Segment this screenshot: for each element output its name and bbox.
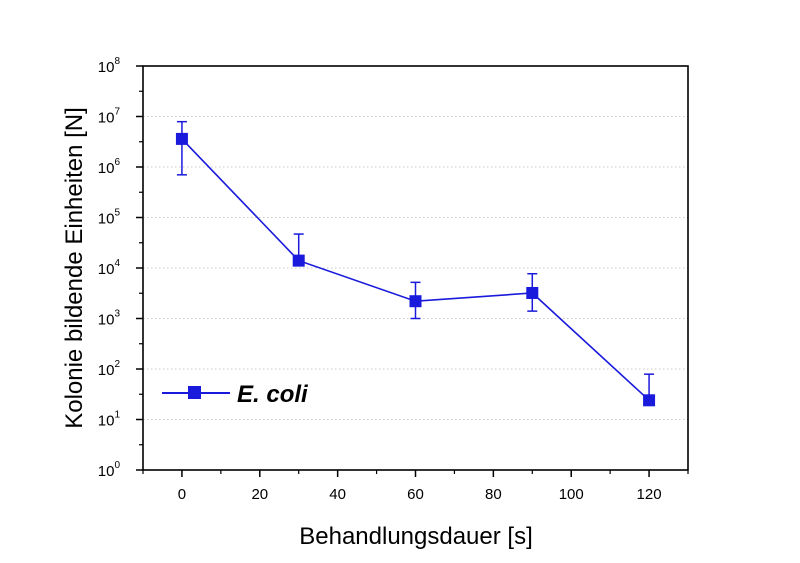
series-e-coli xyxy=(175,120,656,407)
x-tick-label: 80 xyxy=(485,486,502,503)
y-tick-label: 105 xyxy=(98,208,121,228)
x-tick-label: 60 xyxy=(407,486,424,503)
grid-lines xyxy=(143,116,688,420)
x-tick-label: 120 xyxy=(637,486,662,503)
y-tick-label: 103 xyxy=(98,309,121,329)
y-tick-labels: 100 101 102 103 104 105 106 107 108 xyxy=(98,56,121,480)
legend: E. coli xyxy=(162,381,309,408)
y-axis-label: Kolonie bildende Einheiten [N] xyxy=(61,107,88,429)
legend-marker xyxy=(188,386,201,399)
y-tick-label: 100 xyxy=(98,460,121,480)
y-tick-label: 102 xyxy=(98,359,121,379)
x-tick-label: 0 xyxy=(178,486,186,503)
x-tick-label: 40 xyxy=(329,486,346,503)
y-tick-label: 108 xyxy=(98,56,121,76)
x-axis-label: Behandlungsdauer [s] xyxy=(299,523,533,550)
data-point xyxy=(292,254,305,267)
data-point xyxy=(526,286,539,299)
y-tick-label: 106 xyxy=(98,157,121,177)
y-tick-label: 101 xyxy=(98,410,121,430)
data-point xyxy=(175,132,188,145)
axis-ticks xyxy=(136,65,689,477)
y-tick-label: 104 xyxy=(98,258,121,278)
x-tick-labels: 0 20 40 60 80 100 120 xyxy=(178,486,662,503)
data-point xyxy=(409,295,422,308)
x-tick-label: 20 xyxy=(251,486,268,503)
legend-label: E. coli xyxy=(237,381,309,408)
x-tick-label: 100 xyxy=(559,486,584,503)
y-tick-label: 107 xyxy=(98,107,121,127)
series-line xyxy=(181,138,650,401)
data-point xyxy=(643,394,656,407)
